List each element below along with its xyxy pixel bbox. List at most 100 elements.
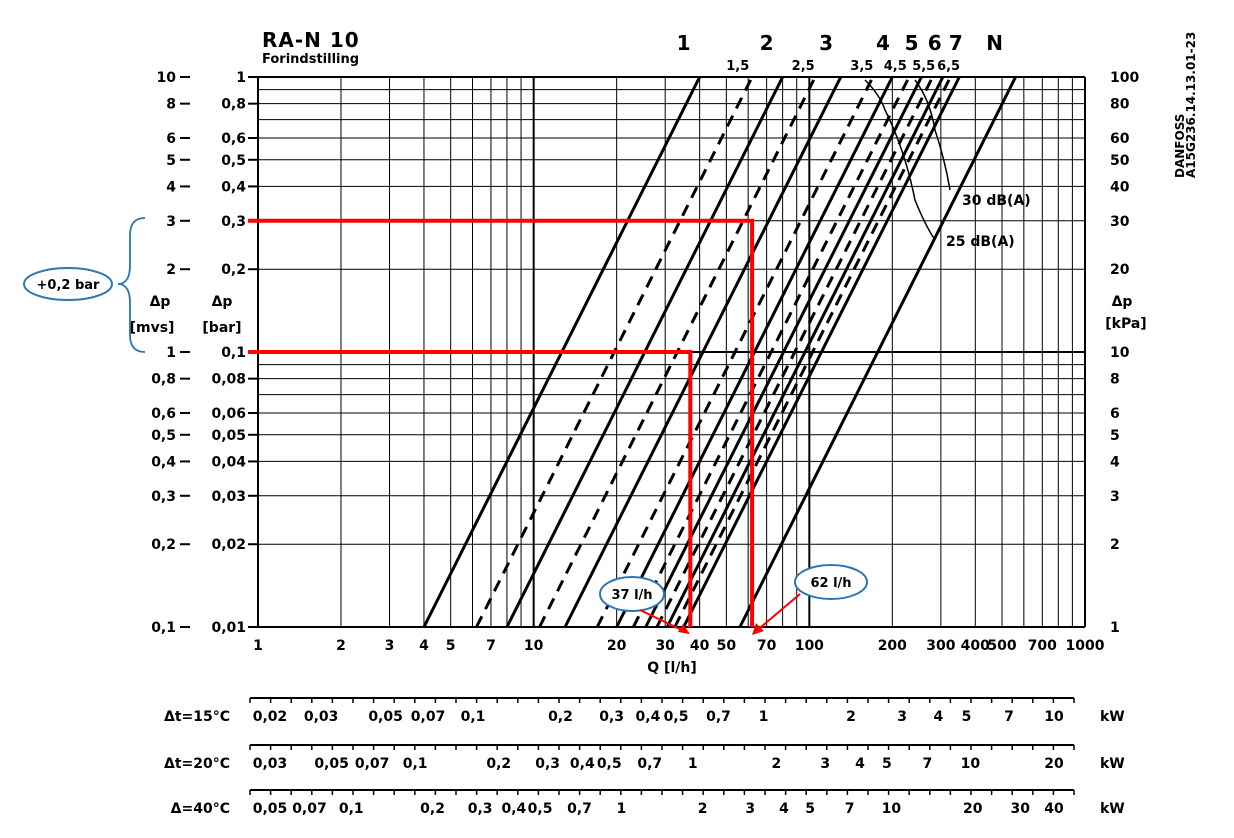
noise-label-25: 25 dB(A) [946, 234, 1015, 250]
y-tick-bar: 0,04 [211, 454, 246, 470]
series-label-8: 4,5 [884, 59, 907, 74]
power-scale-label-1: Δt=15°C [164, 709, 230, 725]
y-tick-kpa: 3 [1110, 489, 1120, 505]
noise-curve-30 [914, 79, 951, 191]
y-tick-kpa: 4 [1110, 454, 1120, 470]
noise-label-30: 30 dB(A) [962, 193, 1031, 209]
power-scale-label-3: Δ=40°C [171, 801, 230, 817]
y-tick-kpa: 40 [1110, 179, 1130, 195]
series-label-3: 2 [760, 31, 774, 55]
power-scale-value: 0,7 [567, 801, 592, 817]
power-scale-value: 0,1 [403, 756, 428, 772]
q1-callout-bubble [599, 576, 665, 612]
power-scale-value: 20 [1044, 756, 1064, 772]
pressure-bracket [117, 217, 146, 353]
power-scale-value: 0,7 [637, 756, 662, 772]
y-tick-bar: 0,8 [221, 97, 246, 113]
y-tick-kpa: 5 [1110, 428, 1120, 444]
x-tick-label: 30 [655, 638, 675, 654]
power-scale-value: 0,1 [461, 709, 486, 725]
y-tick-mvs: 4 [166, 179, 176, 195]
power-scale-value: 3 [745, 801, 755, 817]
x-tick-label: 1 [253, 638, 263, 654]
y-tick-mvs: 0,4 [151, 454, 176, 470]
y-tick-bar: 0,02 [211, 537, 246, 553]
x-tick-label: 1000 [1066, 638, 1105, 654]
q1-arrow-head [678, 624, 690, 634]
power-scale-value: 20 [963, 801, 983, 817]
x-tick-label: 3 [385, 638, 395, 654]
series-label-13: 7 [949, 31, 963, 55]
y-tick-mvs: 3 [166, 214, 176, 230]
power-scale-value: 0,07 [411, 709, 446, 725]
y-tick-mvs: 1 [166, 345, 176, 361]
y-tick-mvs: 2 [166, 262, 176, 278]
y-tick-bar: 0,03 [211, 489, 246, 505]
red-reading-line-2 [248, 218, 755, 627]
x-tick-label: 400 [961, 638, 990, 654]
y-tick-mvs: 5 [166, 153, 176, 169]
x-tick-label: 100 [795, 638, 824, 654]
y-tick-mvs: 0,8 [151, 372, 176, 388]
x-tick-label: 500 [987, 638, 1016, 654]
y-label-mvs-1: Δp [150, 294, 171, 310]
power-scale-value: 4 [779, 801, 789, 817]
power-scale-value: 0,5 [664, 709, 689, 725]
power-scale-value: 0,2 [420, 801, 445, 817]
power-scale-value: 0,5 [528, 801, 553, 817]
series-line-13 [682, 76, 961, 628]
chart-overlay [23, 217, 868, 635]
power-scale-unit-1: kW [1100, 709, 1125, 725]
y-tick-kpa: 60 [1110, 131, 1130, 147]
series-label-7: 4 [876, 31, 890, 55]
power-scale-value: 2 [846, 709, 856, 725]
power-scale-value: 0,07 [292, 801, 327, 817]
power-scale-value: 0,3 [535, 756, 560, 772]
x-tick-label: 10 [524, 638, 544, 654]
power-scale-value: 2 [698, 801, 708, 817]
y-tick-kpa: 10 [1110, 345, 1130, 361]
chart-title: RA-N 10 [262, 28, 360, 52]
y-tick-mvs: 0,2 [151, 537, 176, 553]
y-tick-kpa: 100 [1110, 70, 1139, 86]
y-tick-kpa: 6 [1110, 406, 1120, 422]
y-tick-bar: 0,01 [211, 620, 246, 636]
chart-grid [180, 76, 1086, 795]
series-label-12: 6,5 [937, 59, 960, 74]
series-line-12 [673, 76, 952, 628]
y-label-bar-1: Δp [212, 294, 233, 310]
power-scale-value: 3 [820, 756, 830, 772]
series-label-10: 5,5 [912, 59, 935, 74]
power-scale-value: 1 [616, 801, 626, 817]
y-tick-mvs: 6 [166, 131, 176, 147]
power-scale-value: 2 [771, 756, 781, 772]
power-scale-value: 7 [845, 801, 855, 817]
series-label-1: 1 [677, 31, 691, 55]
y-label-kpa-1: Δp [1112, 294, 1133, 310]
y-label-kpa-2: [kPa] [1105, 316, 1146, 332]
x-tick-label: 7 [486, 638, 496, 654]
power-scale-value: 0,4 [570, 756, 595, 772]
y-tick-mvs: 10 [157, 70, 177, 86]
y-tick-bar: 1 [236, 70, 246, 86]
q2-callout-label: 62 l/h [810, 576, 851, 591]
power-scale-value: 0,05 [368, 709, 403, 725]
y-tick-bar: 0,1 [221, 345, 246, 361]
series-line-6 [595, 76, 875, 628]
power-scale-value: 1 [688, 756, 698, 772]
power-scale-value: 4 [934, 709, 944, 725]
series-line-8 [632, 76, 911, 628]
power-scale-value: 0,2 [486, 756, 511, 772]
power-scale-value: 1 [759, 709, 769, 725]
power-scale-value: 0,03 [253, 756, 288, 772]
power-scale-value: 0,2 [548, 709, 573, 725]
x-axis-label: Q [l/h] [647, 660, 696, 676]
power-scale-value: 0,4 [501, 801, 526, 817]
doc-code-line-2: A15G236.14.13.01-23 [1184, 32, 1198, 178]
y-tick-bar: 0,05 [211, 428, 246, 444]
q1-callout-label: 37 l/h [611, 588, 652, 603]
power-scale-label-2: Δt=20°C [164, 756, 230, 772]
x-tick-label: 50 [717, 638, 737, 654]
